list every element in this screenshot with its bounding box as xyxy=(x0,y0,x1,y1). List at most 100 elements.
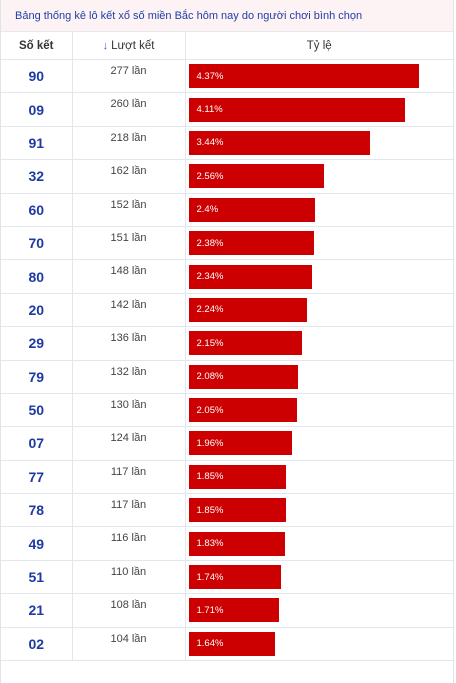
lottery-number[interactable]: 21 xyxy=(1,593,73,628)
ratio-bar: 1.85% xyxy=(188,498,286,523)
ratio-bar: 4.11% xyxy=(188,97,405,122)
column-header-so-ket-label: Số kết xyxy=(18,39,54,52)
vote-count: 117 lần xyxy=(72,493,186,528)
lottery-number[interactable]: 49 xyxy=(1,526,73,561)
lottery-number[interactable]: 60 xyxy=(1,193,73,227)
vote-count: 117 lần xyxy=(72,460,186,495)
vote-count: 108 lần xyxy=(72,593,186,628)
ratio-label: 2.34% xyxy=(196,271,224,283)
ratio-cell: 1.85% xyxy=(185,460,453,495)
ratio-bar: 4.37% xyxy=(188,64,419,89)
lottery-number[interactable]: 50 xyxy=(1,393,73,428)
ratio-bar: 1.64% xyxy=(188,631,275,656)
ratio-cell: 2.4% xyxy=(185,193,453,227)
table-row: 77 117 lần 1.85% xyxy=(1,460,453,495)
ratio-bar: 2.34% xyxy=(188,264,312,289)
panel-header: Bảng thống kê lô kết xổ số miền Bắc hôm … xyxy=(1,0,453,32)
vote-count: 130 lần xyxy=(72,393,186,428)
vote-count: 110 lần xyxy=(72,560,186,595)
lottery-number[interactable]: 07 xyxy=(1,426,73,461)
table-header-row: Số kết ↓ Lượt kết Tỷ lệ xyxy=(1,32,453,60)
column-header-luot-ket-label: Lượt kết xyxy=(111,39,155,52)
ratio-bar: 3.44% xyxy=(188,130,370,155)
ratio-cell: 2.38% xyxy=(185,226,453,261)
vote-count: 162 lần xyxy=(72,159,186,194)
ratio-bar: 2.08% xyxy=(188,364,298,389)
lottery-number[interactable]: 32 xyxy=(1,159,73,194)
stats-table: Số kết ↓ Lượt kết Tỷ lệ 90 277 lần 4.37% 09 2… xyxy=(1,32,453,662)
ratio-bar: 2.05% xyxy=(188,398,297,423)
vote-count: 132 lần xyxy=(72,360,186,394)
ratio-label: 1.71% xyxy=(196,604,224,616)
table-row: 21 108 lần 1.71% xyxy=(1,593,453,628)
table-row: 09 260 lần 4.11% xyxy=(1,92,453,127)
table-row: 51 110 lần 1.74% xyxy=(1,560,453,595)
ratio-bar: 2.56% xyxy=(188,164,324,189)
table-row: 20 142 lần 2.24% xyxy=(1,293,453,328)
table-row: 02 104 lần 1.64% xyxy=(1,627,453,662)
column-header-so-ket[interactable]: Số kết xyxy=(1,32,73,60)
ratio-cell: 2.05% xyxy=(185,393,453,428)
ratio-cell: 1.83% xyxy=(185,526,453,561)
ratio-bar: 1.83% xyxy=(188,531,285,556)
ratio-cell: 2.08% xyxy=(185,360,453,394)
lottery-number[interactable]: 29 xyxy=(1,326,73,361)
vote-count: 152 lần xyxy=(72,193,186,227)
lottery-number[interactable]: 78 xyxy=(1,493,73,528)
lottery-number[interactable]: 02 xyxy=(1,627,73,662)
ratio-label: 3.44% xyxy=(196,137,224,149)
ratio-label: 2.56% xyxy=(196,170,224,182)
panel-title: Bảng thống kê lô kết xổ số miền Bắc hôm … xyxy=(15,9,363,22)
ratio-cell: 2.56% xyxy=(185,159,453,194)
ratio-label: 1.85% xyxy=(196,471,224,483)
vote-count: 136 lần xyxy=(72,326,186,361)
table-body: 90 277 lần 4.37% 09 260 lần 4.11% 91 218 lần 3.4… xyxy=(1,59,453,662)
vote-count: 142 lần xyxy=(72,293,186,328)
ratio-label: 2.4% xyxy=(196,204,219,216)
vote-count: 124 lần xyxy=(72,426,186,461)
table-row: 32 162 lần 2.56% xyxy=(1,159,453,194)
table-row: 90 277 lần 4.37% xyxy=(1,59,453,94)
lottery-number[interactable]: 80 xyxy=(1,259,73,294)
ratio-label: 2.15% xyxy=(196,337,224,349)
table-row: 91 218 lần 3.44% xyxy=(1,126,453,161)
ratio-label: 2.38% xyxy=(196,237,224,249)
ratio-cell: 4.37% xyxy=(185,59,453,94)
ratio-cell: 1.64% xyxy=(185,627,453,662)
table-row: 70 151 lần 2.38% xyxy=(1,226,453,261)
ratio-cell: 2.34% xyxy=(185,259,453,294)
vote-count: 151 lần xyxy=(72,226,186,261)
table-row: 79 132 lần 2.08% xyxy=(1,360,453,394)
table-row: 80 148 lần 2.34% xyxy=(1,259,453,294)
ratio-label: 1.74% xyxy=(196,571,224,583)
ratio-cell: 2.24% xyxy=(185,293,453,328)
lottery-number[interactable]: 90 xyxy=(1,59,73,94)
lottery-number[interactable]: 79 xyxy=(1,360,73,394)
table-row: 07 124 lần 1.96% xyxy=(1,426,453,461)
table-row: 60 152 lần 2.4% xyxy=(1,193,453,227)
ratio-label: 2.08% xyxy=(196,371,224,383)
lottery-number[interactable]: 51 xyxy=(1,560,73,595)
ratio-label: 2.24% xyxy=(196,304,224,316)
column-header-ty-le[interactable]: Tỷ lệ xyxy=(185,32,453,60)
column-header-ty-le-label: Tỷ lệ xyxy=(306,39,332,52)
ratio-label: 1.85% xyxy=(196,504,224,516)
column-header-luot-ket[interactable]: ↓ Lượt kết xyxy=(72,32,186,60)
lottery-number[interactable]: 20 xyxy=(1,293,73,328)
ratio-cell: 1.74% xyxy=(185,560,453,595)
lottery-number[interactable]: 91 xyxy=(1,126,73,161)
ratio-label: 1.83% xyxy=(196,538,224,550)
lottery-number[interactable]: 70 xyxy=(1,226,73,261)
ratio-cell: 1.85% xyxy=(185,493,453,528)
lottery-number[interactable]: 77 xyxy=(1,460,73,495)
vote-count: 104 lần xyxy=(72,627,186,662)
ratio-cell: 1.71% xyxy=(185,593,453,628)
table-row: 78 117 lần 1.85% xyxy=(1,493,453,528)
table-row: 50 130 lần 2.05% xyxy=(1,393,453,428)
vote-count: 260 lần xyxy=(72,92,186,127)
arrow-down-icon: ↓ xyxy=(102,39,109,52)
ratio-bar: 1.71% xyxy=(188,598,279,623)
ratio-bar: 2.15% xyxy=(188,331,302,356)
lottery-number[interactable]: 09 xyxy=(1,92,73,127)
